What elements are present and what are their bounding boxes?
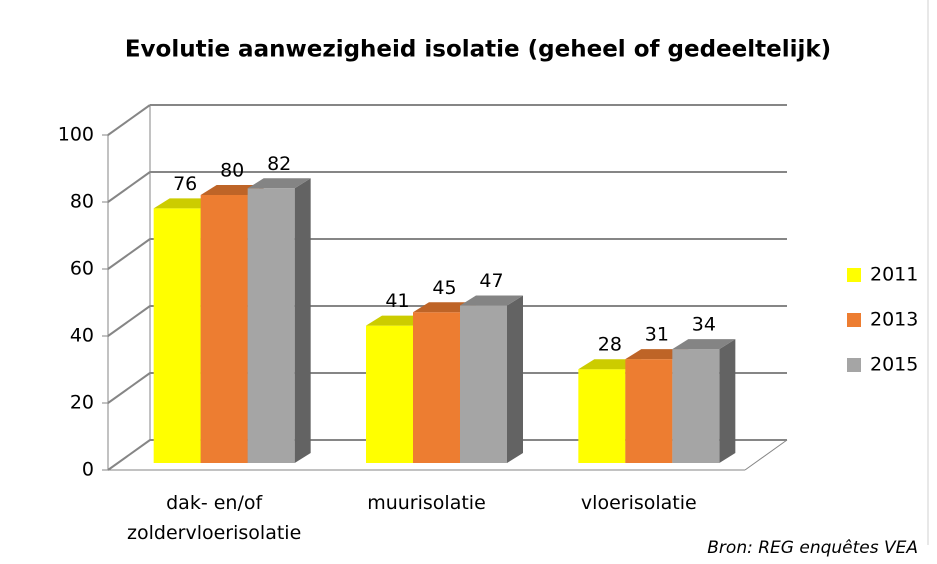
bar: [200, 195, 248, 463]
x-tick-label: vloerisolatie: [580, 492, 697, 514]
y-tick-label: 0: [82, 459, 94, 481]
legend-swatch: [847, 268, 861, 282]
grid-line: [107, 372, 151, 404]
data-label: 45: [432, 277, 456, 299]
bar: [625, 359, 673, 463]
data-label: 28: [598, 334, 622, 356]
data-label: 31: [645, 324, 669, 346]
y-tick-label: 80: [70, 191, 94, 213]
bar: [413, 312, 460, 463]
grid-line: [107, 171, 151, 203]
data-label: 80: [220, 160, 244, 182]
data-label: 34: [692, 314, 716, 336]
grid-line: [107, 104, 151, 136]
bar-top: [460, 295, 523, 306]
legend-label: 2015: [870, 354, 918, 376]
bar-side: [294, 178, 311, 464]
legend-label: 2011: [870, 264, 918, 286]
bar: [672, 349, 720, 463]
y-tick-label: 100: [58, 124, 94, 146]
y-tick-label: 20: [70, 392, 94, 414]
grid-line: [107, 305, 151, 337]
legend-swatch: [847, 358, 861, 372]
x-tick-label: dak- en/of zoldervloerisolatie: [127, 492, 302, 544]
bar-side: [507, 295, 523, 463]
bar-side: [719, 339, 736, 463]
bar: [460, 305, 507, 463]
bar: [247, 188, 295, 464]
y-tick-label: 60: [70, 258, 94, 280]
data-label: 41: [385, 290, 409, 312]
data-label: 82: [267, 153, 291, 175]
grid-line: [107, 439, 151, 471]
bar-top: [672, 339, 736, 350]
bar: [153, 208, 201, 463]
legend-swatch: [847, 313, 861, 327]
legend-label: 2013: [870, 309, 918, 331]
bar: [366, 325, 413, 463]
grid-line: [107, 238, 151, 270]
y-tick-label: 40: [70, 325, 94, 347]
chart-title: Evolutie aanwezigheid isolatie (geheel o…: [125, 37, 831, 63]
floor-edge: [744, 439, 788, 471]
data-label: 47: [479, 270, 503, 292]
data-label: 76: [173, 173, 197, 195]
x-tick-label: muurisolatie: [367, 492, 486, 514]
source-note: Bron: REG enquêtes VEA: [707, 538, 918, 558]
bar-top: [247, 178, 311, 189]
bar: [578, 369, 626, 463]
